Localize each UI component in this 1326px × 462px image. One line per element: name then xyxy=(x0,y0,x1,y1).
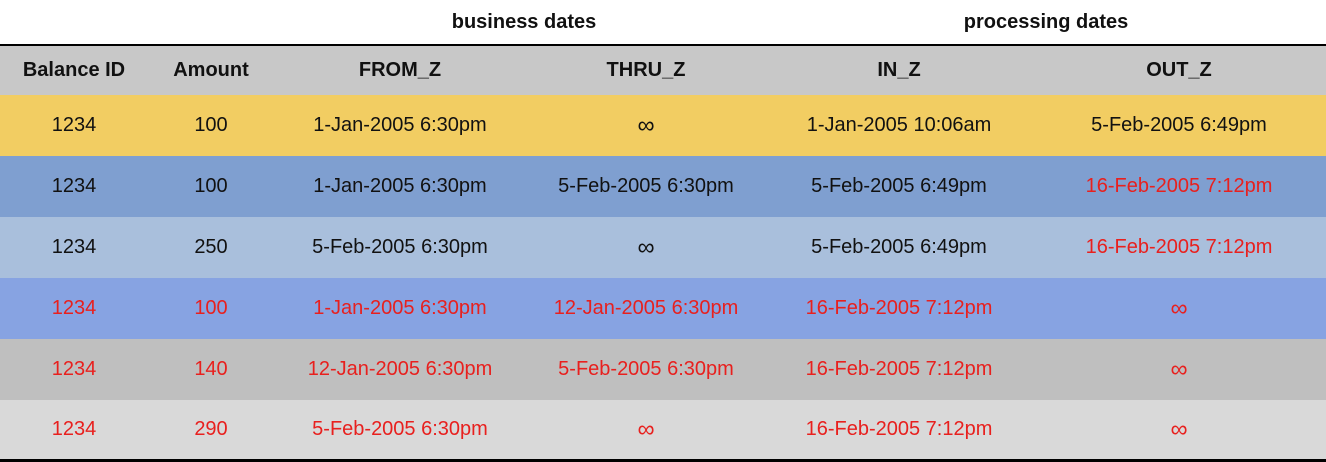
group-label-processing-dates: processing dates xyxy=(963,10,1129,33)
cell-thru-z: ∞ xyxy=(637,233,655,261)
column-header-in-z: IN_Z xyxy=(877,59,921,81)
table-row: 1234 250 5-Feb-2005 6:30pm ∞ 5-Feb-2005 6:49… xyxy=(0,217,1326,278)
cell-amount: 290 xyxy=(194,418,228,440)
column-header-row: Balance ID Amount FROM_Z THRU_Z IN_Z OUT… xyxy=(0,46,1326,95)
header-rule xyxy=(0,44,1326,46)
cell-from-z: 5-Feb-2005 6:30pm xyxy=(312,418,488,440)
cell-thru-z: ∞ xyxy=(637,111,655,139)
cell-balance-id: 1234 xyxy=(51,236,97,258)
cell-from-z: 1-Jan-2005 6:30pm xyxy=(313,175,487,197)
cell-from-z: 12-Jan-2005 6:30pm xyxy=(307,358,493,380)
cell-thru-z: 5-Feb-2005 6:30pm xyxy=(558,358,734,380)
cell-out-z: 16-Feb-2005 7:12pm xyxy=(1085,236,1273,258)
table-bottom-rule xyxy=(0,459,1326,462)
cell-thru-z: 5-Feb-2005 6:30pm xyxy=(558,175,734,197)
cell-in-z: 16-Feb-2005 7:12pm xyxy=(805,418,993,440)
table-row: 1234 100 1-Jan-2005 6:30pm 12-Jan-2005 6:30… xyxy=(0,278,1326,339)
cell-amount: 100 xyxy=(194,114,228,136)
cell-in-z: 1-Jan-2005 10:06am xyxy=(806,114,992,136)
column-header-amount: Amount xyxy=(173,59,249,81)
cell-balance-id: 1234 xyxy=(51,114,97,136)
cell-in-z: 5-Feb-2005 6:49pm xyxy=(811,175,987,197)
cell-out-z: 5-Feb-2005 6:49pm xyxy=(1091,114,1267,136)
column-header-out-z: OUT_Z xyxy=(1146,59,1212,81)
cell-from-z: 1-Jan-2005 6:30pm xyxy=(313,297,487,319)
cell-balance-id: 1234 xyxy=(51,358,97,380)
cell-in-z: 16-Feb-2005 7:12pm xyxy=(805,358,993,380)
cell-thru-z: ∞ xyxy=(637,415,655,443)
table-row: 1234 140 12-Jan-2005 6:30pm 5-Feb-2005 6:30… xyxy=(0,339,1326,400)
cell-out-z: ∞ xyxy=(1170,415,1188,443)
cell-thru-z: 12-Jan-2005 6:30pm xyxy=(553,297,739,319)
cell-amount: 250 xyxy=(194,236,228,258)
column-header-balance-id: Balance ID xyxy=(22,59,126,81)
column-header-thru-z: THRU_Z xyxy=(606,59,686,81)
cell-from-z: 1-Jan-2005 6:30pm xyxy=(313,114,487,136)
cell-amount: 100 xyxy=(194,175,228,197)
cell-balance-id: 1234 xyxy=(51,175,97,197)
cell-out-z: 16-Feb-2005 7:12pm xyxy=(1085,175,1273,197)
table-row: 1234 100 1-Jan-2005 6:30pm 5-Feb-2005 6:30p… xyxy=(0,156,1326,217)
column-header-from-z: FROM_Z xyxy=(358,59,442,81)
cell-amount: 100 xyxy=(194,297,228,319)
table-row: 1234 290 5-Feb-2005 6:30pm ∞ 16-Feb-2005 7:1… xyxy=(0,400,1326,459)
cell-balance-id: 1234 xyxy=(51,297,97,319)
column-group-row: business dates processing dates xyxy=(0,0,1326,44)
cell-balance-id: 1234 xyxy=(51,418,97,440)
cell-from-z: 5-Feb-2005 6:30pm xyxy=(312,236,488,258)
cell-amount: 140 xyxy=(194,358,228,380)
cell-out-z: ∞ xyxy=(1170,355,1188,383)
group-label-business-dates: business dates xyxy=(451,10,597,33)
cell-out-z: ∞ xyxy=(1170,294,1188,322)
cell-in-z: 5-Feb-2005 6:49pm xyxy=(811,236,987,258)
table-row: 1234 100 1-Jan-2005 6:30pm ∞ 1-Jan-2005 10:0… xyxy=(0,95,1326,156)
cell-in-z: 16-Feb-2005 7:12pm xyxy=(805,297,993,319)
